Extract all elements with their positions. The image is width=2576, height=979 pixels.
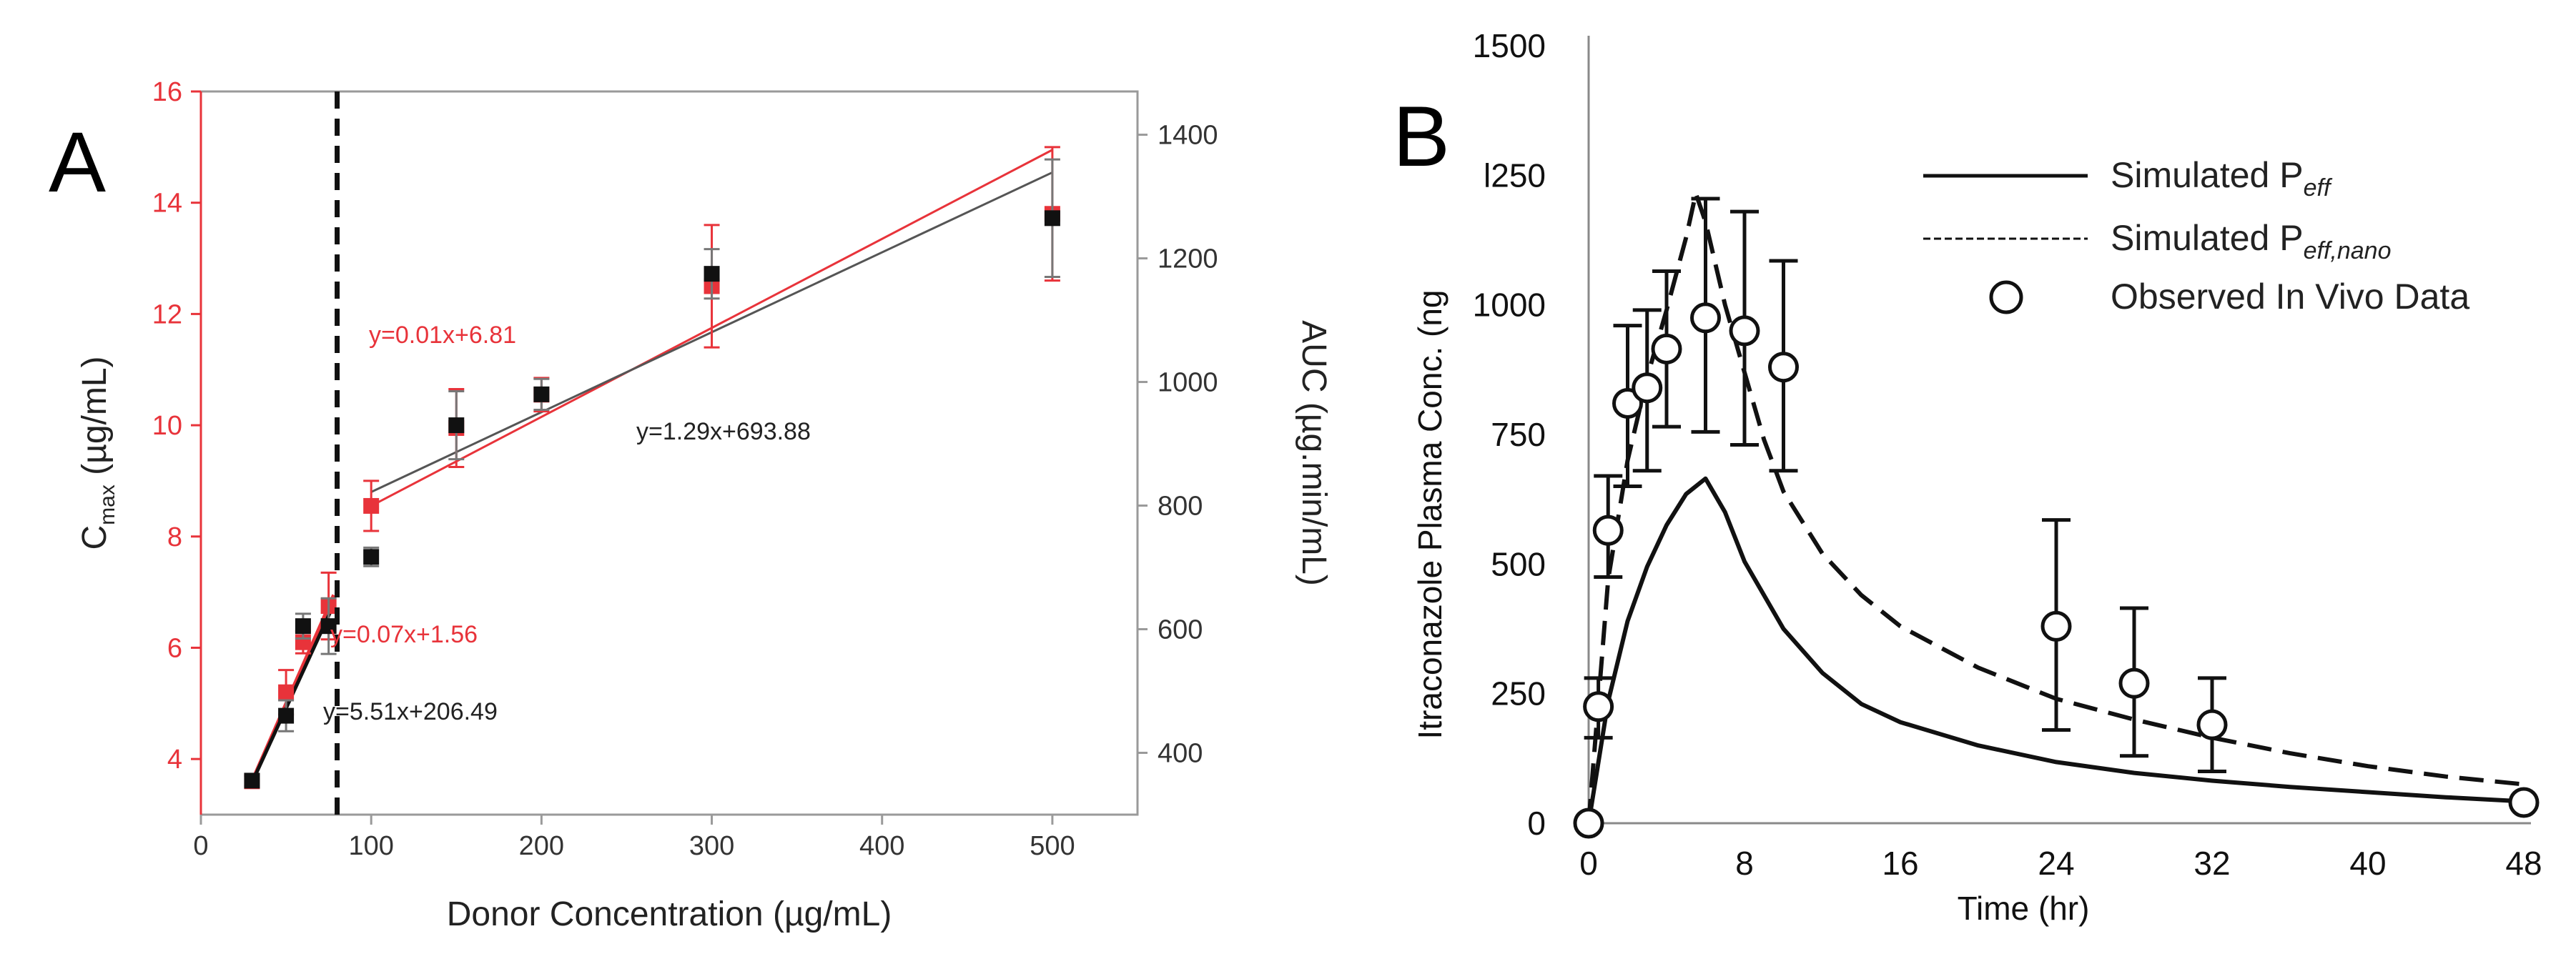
y-tick-label: 0 — [1527, 805, 1546, 842]
x-tick-label: 40 — [2349, 845, 2386, 882]
y-left-tick-label: 14 — [152, 189, 182, 219]
panel-b-observed-points — [1573, 197, 2540, 839]
simulated-peff-nano-curve — [1586, 191, 2525, 824]
data-point — [533, 386, 550, 402]
data-point — [363, 549, 380, 565]
equation-red-low: y=0.07x+1.56 — [330, 621, 478, 648]
observed-data-point — [1592, 515, 1624, 546]
panel-b-legend: Simulated Peff Simulated Peff,nano Obser… — [1923, 155, 2469, 317]
data-point — [363, 497, 380, 514]
legend-observed-marker — [1989, 280, 2023, 314]
x-tick-label: 16 — [1882, 845, 1918, 882]
panel-a-data-points — [244, 146, 1060, 790]
observed-data-point — [1651, 333, 1682, 364]
panel-a-ticks: 0 100 200 300 400 500 4 6 8 10 12 14 16 400 600 800 1000… — [152, 77, 1218, 861]
y-tick-label: 1500 — [1473, 27, 1546, 64]
panel-a-left-axis-title: Cmax (µg/mL) — [76, 356, 119, 550]
data-point — [1044, 210, 1060, 227]
panel-b-letter: B — [1393, 89, 1450, 184]
panel-b-ticks: 0 8 16 24 32 40 48 0 250 500 750 1000 l250 1500 — [1473, 27, 2542, 882]
y-right-tick-label: 1000 — [1158, 368, 1218, 398]
y-right-tick-label: 800 — [1158, 492, 1203, 522]
x-tick-label: 100 — [348, 831, 393, 861]
legend-dashed-main: Simulated P — [2111, 218, 2304, 258]
x-tick-label: 0 — [1579, 845, 1598, 882]
observed-data-point — [1583, 691, 1614, 722]
y-tick-label: l250 — [1484, 156, 1546, 194]
observed-data-point — [1612, 387, 1643, 419]
x-tick-label: 8 — [1735, 845, 1754, 882]
ylabel-left-sub: max — [96, 484, 119, 525]
observed-data-point — [1729, 315, 1760, 347]
equation-red-high: y=0.01x+6.81 — [369, 322, 516, 349]
y-right-tick-label: 600 — [1158, 615, 1203, 645]
x-tick-label: 24 — [2038, 845, 2074, 882]
legend-solid-sub: eff — [2304, 174, 2333, 202]
y-tick-label: 750 — [1491, 416, 1546, 453]
legend-dashed-sub: eff,nano — [2304, 237, 2392, 264]
equation-black-high: y=1.29x+693.88 — [636, 418, 811, 445]
legend-solid-main: Simulated P — [2111, 155, 2304, 195]
legend-solid-label: Simulated Peff — [2111, 155, 2333, 202]
panel-a: A 0 100 200 300 400 500 4 6 8 10 12 14 16 400 600 800 10… — [49, 77, 1333, 933]
data-point — [704, 266, 720, 282]
y-tick-label: 1000 — [1473, 287, 1546, 324]
panel-b-curves — [1586, 191, 2525, 824]
observed-data-point — [2196, 709, 2228, 740]
observed-data-point — [2040, 610, 2072, 642]
x-tick-label: 300 — [689, 831, 734, 861]
panel-a-letter: A — [49, 114, 106, 210]
equation-black-low: y=5.51x+206.49 — [323, 698, 498, 725]
x-tick-label: 400 — [859, 831, 904, 861]
y-left-tick-label: 8 — [167, 522, 182, 552]
y-left-tick-label: 6 — [167, 633, 182, 663]
data-point — [448, 417, 465, 434]
data-point — [278, 707, 295, 724]
x-tick-label: 200 — [519, 831, 564, 861]
y-left-tick-label: 10 — [152, 411, 182, 441]
observed-data-point — [1768, 352, 1799, 383]
ylabel-left-main: C — [76, 525, 114, 550]
legend-observed-label: Observed In Vivo Data — [2111, 277, 2469, 317]
panel-b: B 0 8 16 24 32 40 48 0 250 500 750 1000 l250 1500 Sim… — [1393, 27, 2542, 927]
x-tick-label: 32 — [2193, 845, 2230, 882]
panel-b-y-axis-title: Itraconazole Plasma Conc. (ng — [1411, 290, 1449, 740]
y-left-tick-label: 4 — [167, 745, 182, 775]
panel-b-x-axis-title: Time (hr) — [1958, 890, 2090, 927]
y-left-tick-label: 16 — [152, 77, 182, 107]
y-right-tick-label: 400 — [1158, 739, 1203, 769]
data-point — [295, 618, 311, 635]
y-left-tick-label: 12 — [152, 299, 182, 329]
observed-data-point — [1632, 372, 1663, 404]
observed-data-point — [1690, 302, 1721, 334]
y-right-tick-label: 1200 — [1158, 244, 1218, 274]
y-tick-label: 500 — [1491, 545, 1546, 582]
y-tick-label: 250 — [1491, 675, 1546, 712]
observed-data-point — [2508, 787, 2540, 818]
panel-a-right-axis-title: AUC (µg.min/mL) — [1295, 320, 1333, 586]
observed-data-point — [2118, 667, 2150, 699]
x-tick-label: 0 — [193, 831, 208, 861]
data-point — [320, 618, 337, 635]
panel-a-x-axis-title: Donor Concentration (µg/mL) — [447, 895, 892, 933]
y-right-tick-label: 1400 — [1158, 121, 1218, 151]
simulated-peff-curve — [1586, 476, 2525, 824]
observed-data-point — [1573, 807, 1604, 839]
x-tick-label: 500 — [1030, 831, 1075, 861]
legend-dashed-label: Simulated Peff,nano — [2111, 218, 2391, 264]
ylabel-left-unit: (µg/mL) — [76, 356, 114, 484]
data-point — [244, 772, 260, 789]
data-point — [278, 684, 295, 700]
x-tick-label: 48 — [2505, 845, 2542, 882]
panel-a-fit-lines — [250, 149, 1053, 784]
